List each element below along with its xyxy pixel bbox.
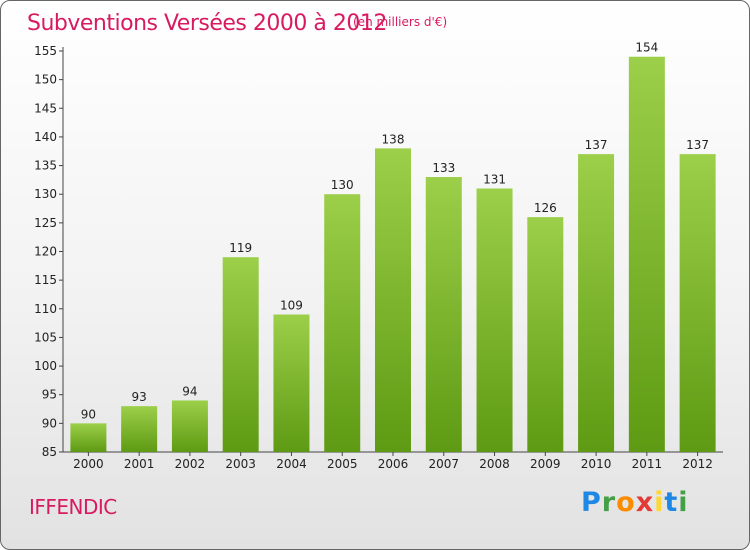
- bar-value-label: 90: [81, 407, 96, 421]
- bar: [628, 56, 665, 452]
- chart-labels: 2000 90 2001 93 2002 94 2003 119 2004 109 2005 130 2…: [73, 41, 713, 471]
- x-tick-label: 2006: [378, 457, 409, 471]
- y-tick-label: 140: [34, 130, 57, 144]
- y-tick-label: 100: [34, 359, 57, 373]
- chart-title: Subventions Versées 2000 à 2012: [27, 11, 387, 36]
- bar: [171, 400, 208, 452]
- y-tick-label: 125: [34, 216, 57, 230]
- bar: [121, 406, 158, 452]
- x-tick-label: 2007: [428, 457, 459, 471]
- x-tick-label: 2004: [276, 457, 307, 471]
- y-tick-label: 90: [42, 416, 57, 430]
- x-tick-label: 2001: [124, 457, 155, 471]
- x-tick-label: 2000: [73, 457, 104, 471]
- y-tick-label: 110: [34, 302, 57, 316]
- y-tick-label: 85: [42, 445, 57, 459]
- y-tick-label: 130: [34, 187, 57, 201]
- bar-value-label: 137: [585, 138, 608, 152]
- x-tick-label: 2002: [175, 457, 206, 471]
- logo-letter: i: [678, 487, 689, 518]
- bar: [70, 423, 107, 452]
- y-tick-label: 145: [34, 101, 57, 115]
- x-tick-label: 2012: [682, 457, 713, 471]
- logo-letter: o: [616, 487, 636, 518]
- y-tick-label: 135: [34, 159, 57, 173]
- bar-value-label: 94: [182, 384, 197, 398]
- chart-subtitle: (en milliers d'€): [353, 15, 448, 29]
- bar: [222, 257, 259, 452]
- bar-value-label: 154: [635, 41, 658, 55]
- y-tick-label: 120: [34, 245, 57, 259]
- y-tick-label: 105: [34, 330, 57, 344]
- y-tick-label: 115: [34, 273, 57, 287]
- x-tick-label: 2003: [225, 457, 256, 471]
- bar-value-label: 126: [534, 201, 557, 215]
- y-tick-label: 95: [42, 388, 57, 402]
- chart-axes: 85 90 95 100 105 110 115 120 125 130 135 140 145 150 1…: [34, 44, 723, 459]
- logo-letter: t: [664, 487, 679, 518]
- bar: [273, 314, 310, 452]
- x-tick-label: 2011: [632, 457, 663, 471]
- bar: [476, 188, 513, 452]
- logo-letter: x: [635, 487, 655, 518]
- proxiti-logo: Proxiti: [581, 487, 689, 518]
- bar-value-label: 109: [280, 299, 303, 313]
- bar: [375, 148, 411, 452]
- bar-value-label: 130: [331, 178, 354, 192]
- logo-letter: r: [601, 487, 617, 518]
- bar-value-label: 137: [686, 138, 709, 152]
- bar: [527, 217, 564, 452]
- bar-value-label: 93: [132, 390, 147, 404]
- place-name: IFFENDIC: [29, 495, 117, 519]
- logo-letter: i: [654, 487, 665, 518]
- x-tick-label: 2010: [581, 457, 612, 471]
- bar-value-label: 133: [432, 161, 455, 175]
- y-tick-label: 150: [34, 73, 57, 87]
- y-tick-label: 155: [34, 44, 57, 58]
- x-tick-label: 2005: [327, 457, 358, 471]
- bar-value-label: 131: [483, 172, 506, 186]
- logo-letter: P: [581, 487, 602, 518]
- bar-value-label: 119: [229, 241, 252, 255]
- bar: [425, 177, 462, 452]
- bar: [324, 194, 361, 452]
- bar: [578, 154, 615, 452]
- chart-bars: [70, 56, 716, 452]
- bar: [679, 154, 716, 452]
- bar-value-label: 138: [382, 132, 405, 146]
- x-tick-label: 2008: [479, 457, 510, 471]
- x-tick-label: 2009: [530, 457, 561, 471]
